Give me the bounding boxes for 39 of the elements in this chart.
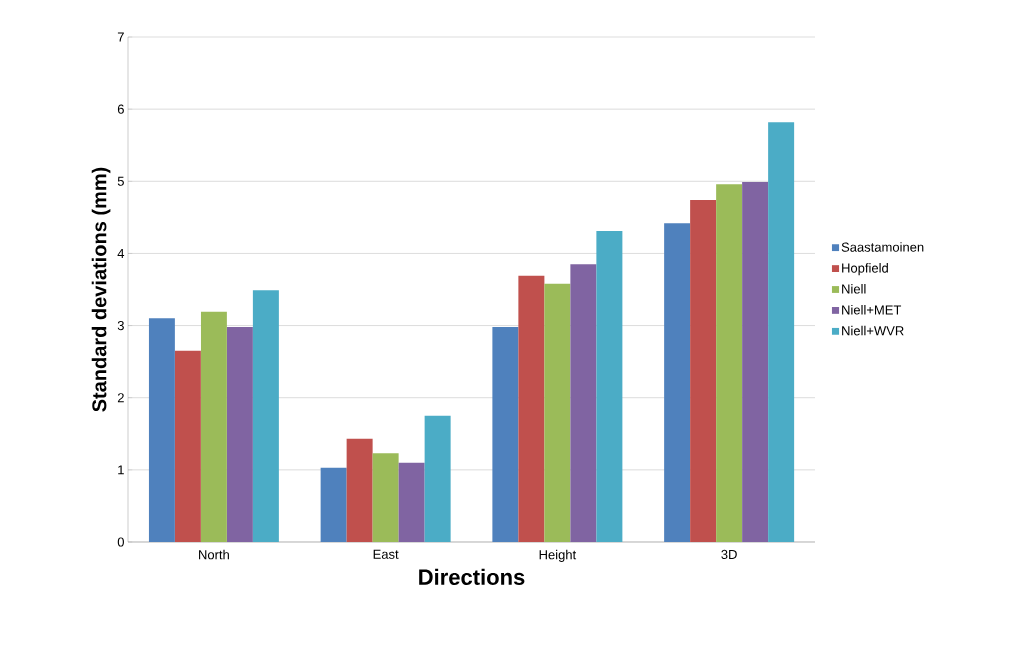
bar — [492, 327, 519, 542]
bar — [544, 283, 571, 542]
y-tick-label: 1 — [118, 465, 124, 475]
y-tick-label: 7 — [117, 32, 124, 42]
legend-label: Niell+MET — [842, 304, 902, 315]
y-tick-label: 6 — [117, 104, 124, 114]
x-tick-label: East — [373, 549, 399, 559]
bar — [742, 182, 769, 542]
bar — [570, 264, 597, 542]
y-axis-title: Standard deviations (mm) — [91, 167, 111, 412]
bar — [320, 467, 347, 542]
y-tick-label: 3 — [117, 320, 124, 331]
legend-label: Niell+WVR — [842, 325, 904, 336]
bar — [148, 318, 175, 542]
bar — [716, 184, 743, 542]
y-tick-label: 0 — [117, 537, 124, 547]
bar — [398, 462, 425, 542]
bar — [346, 438, 373, 542]
bar — [372, 453, 399, 542]
bar — [596, 231, 623, 542]
bar — [768, 122, 795, 542]
bar — [226, 327, 253, 542]
x-tick-label: Height — [539, 549, 577, 562]
bar — [424, 415, 451, 542]
y-tick-label: 4 — [117, 248, 125, 258]
x-tick-label: 3D — [721, 549, 737, 559]
bar — [252, 290, 279, 542]
x-tick-label: North — [199, 549, 229, 560]
bar — [518, 275, 545, 542]
y-tick-label: 5 — [117, 176, 124, 186]
bar — [174, 350, 201, 542]
bar — [200, 311, 227, 542]
legend-label: Saastamoinen — [841, 242, 924, 252]
x-axis-title: Directions — [419, 568, 525, 585]
bar — [664, 223, 691, 542]
legend-label: Hopfield — [842, 263, 888, 276]
y-tick-label: 2 — [117, 393, 124, 403]
legend-label: Niell — [842, 284, 866, 294]
bar — [690, 200, 717, 542]
